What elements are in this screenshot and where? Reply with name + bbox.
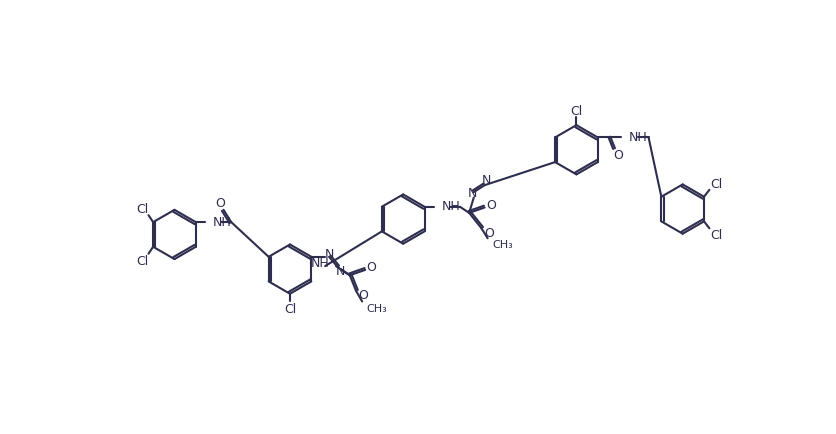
Text: NH: NH [212, 215, 232, 228]
Text: N: N [335, 265, 345, 277]
Text: Cl: Cl [136, 202, 148, 215]
Text: CH₃: CH₃ [492, 240, 512, 250]
Text: Cl: Cl [710, 228, 721, 241]
Text: Cl: Cl [283, 302, 296, 315]
Text: CH₃: CH₃ [366, 303, 387, 313]
Text: N: N [324, 248, 334, 260]
Text: O: O [366, 261, 376, 274]
Text: O: O [485, 198, 495, 211]
Text: N: N [467, 186, 477, 199]
Text: Cl: Cl [569, 105, 582, 118]
Text: Cl: Cl [710, 178, 721, 191]
Text: Cl: Cl [136, 255, 148, 267]
Text: O: O [612, 148, 622, 161]
Text: O: O [484, 226, 493, 239]
Text: O: O [359, 288, 368, 301]
Text: NH: NH [628, 131, 646, 144]
Text: NH: NH [311, 256, 329, 269]
Text: NH: NH [441, 200, 460, 213]
Text: O: O [215, 197, 225, 210]
Text: N: N [481, 174, 490, 187]
